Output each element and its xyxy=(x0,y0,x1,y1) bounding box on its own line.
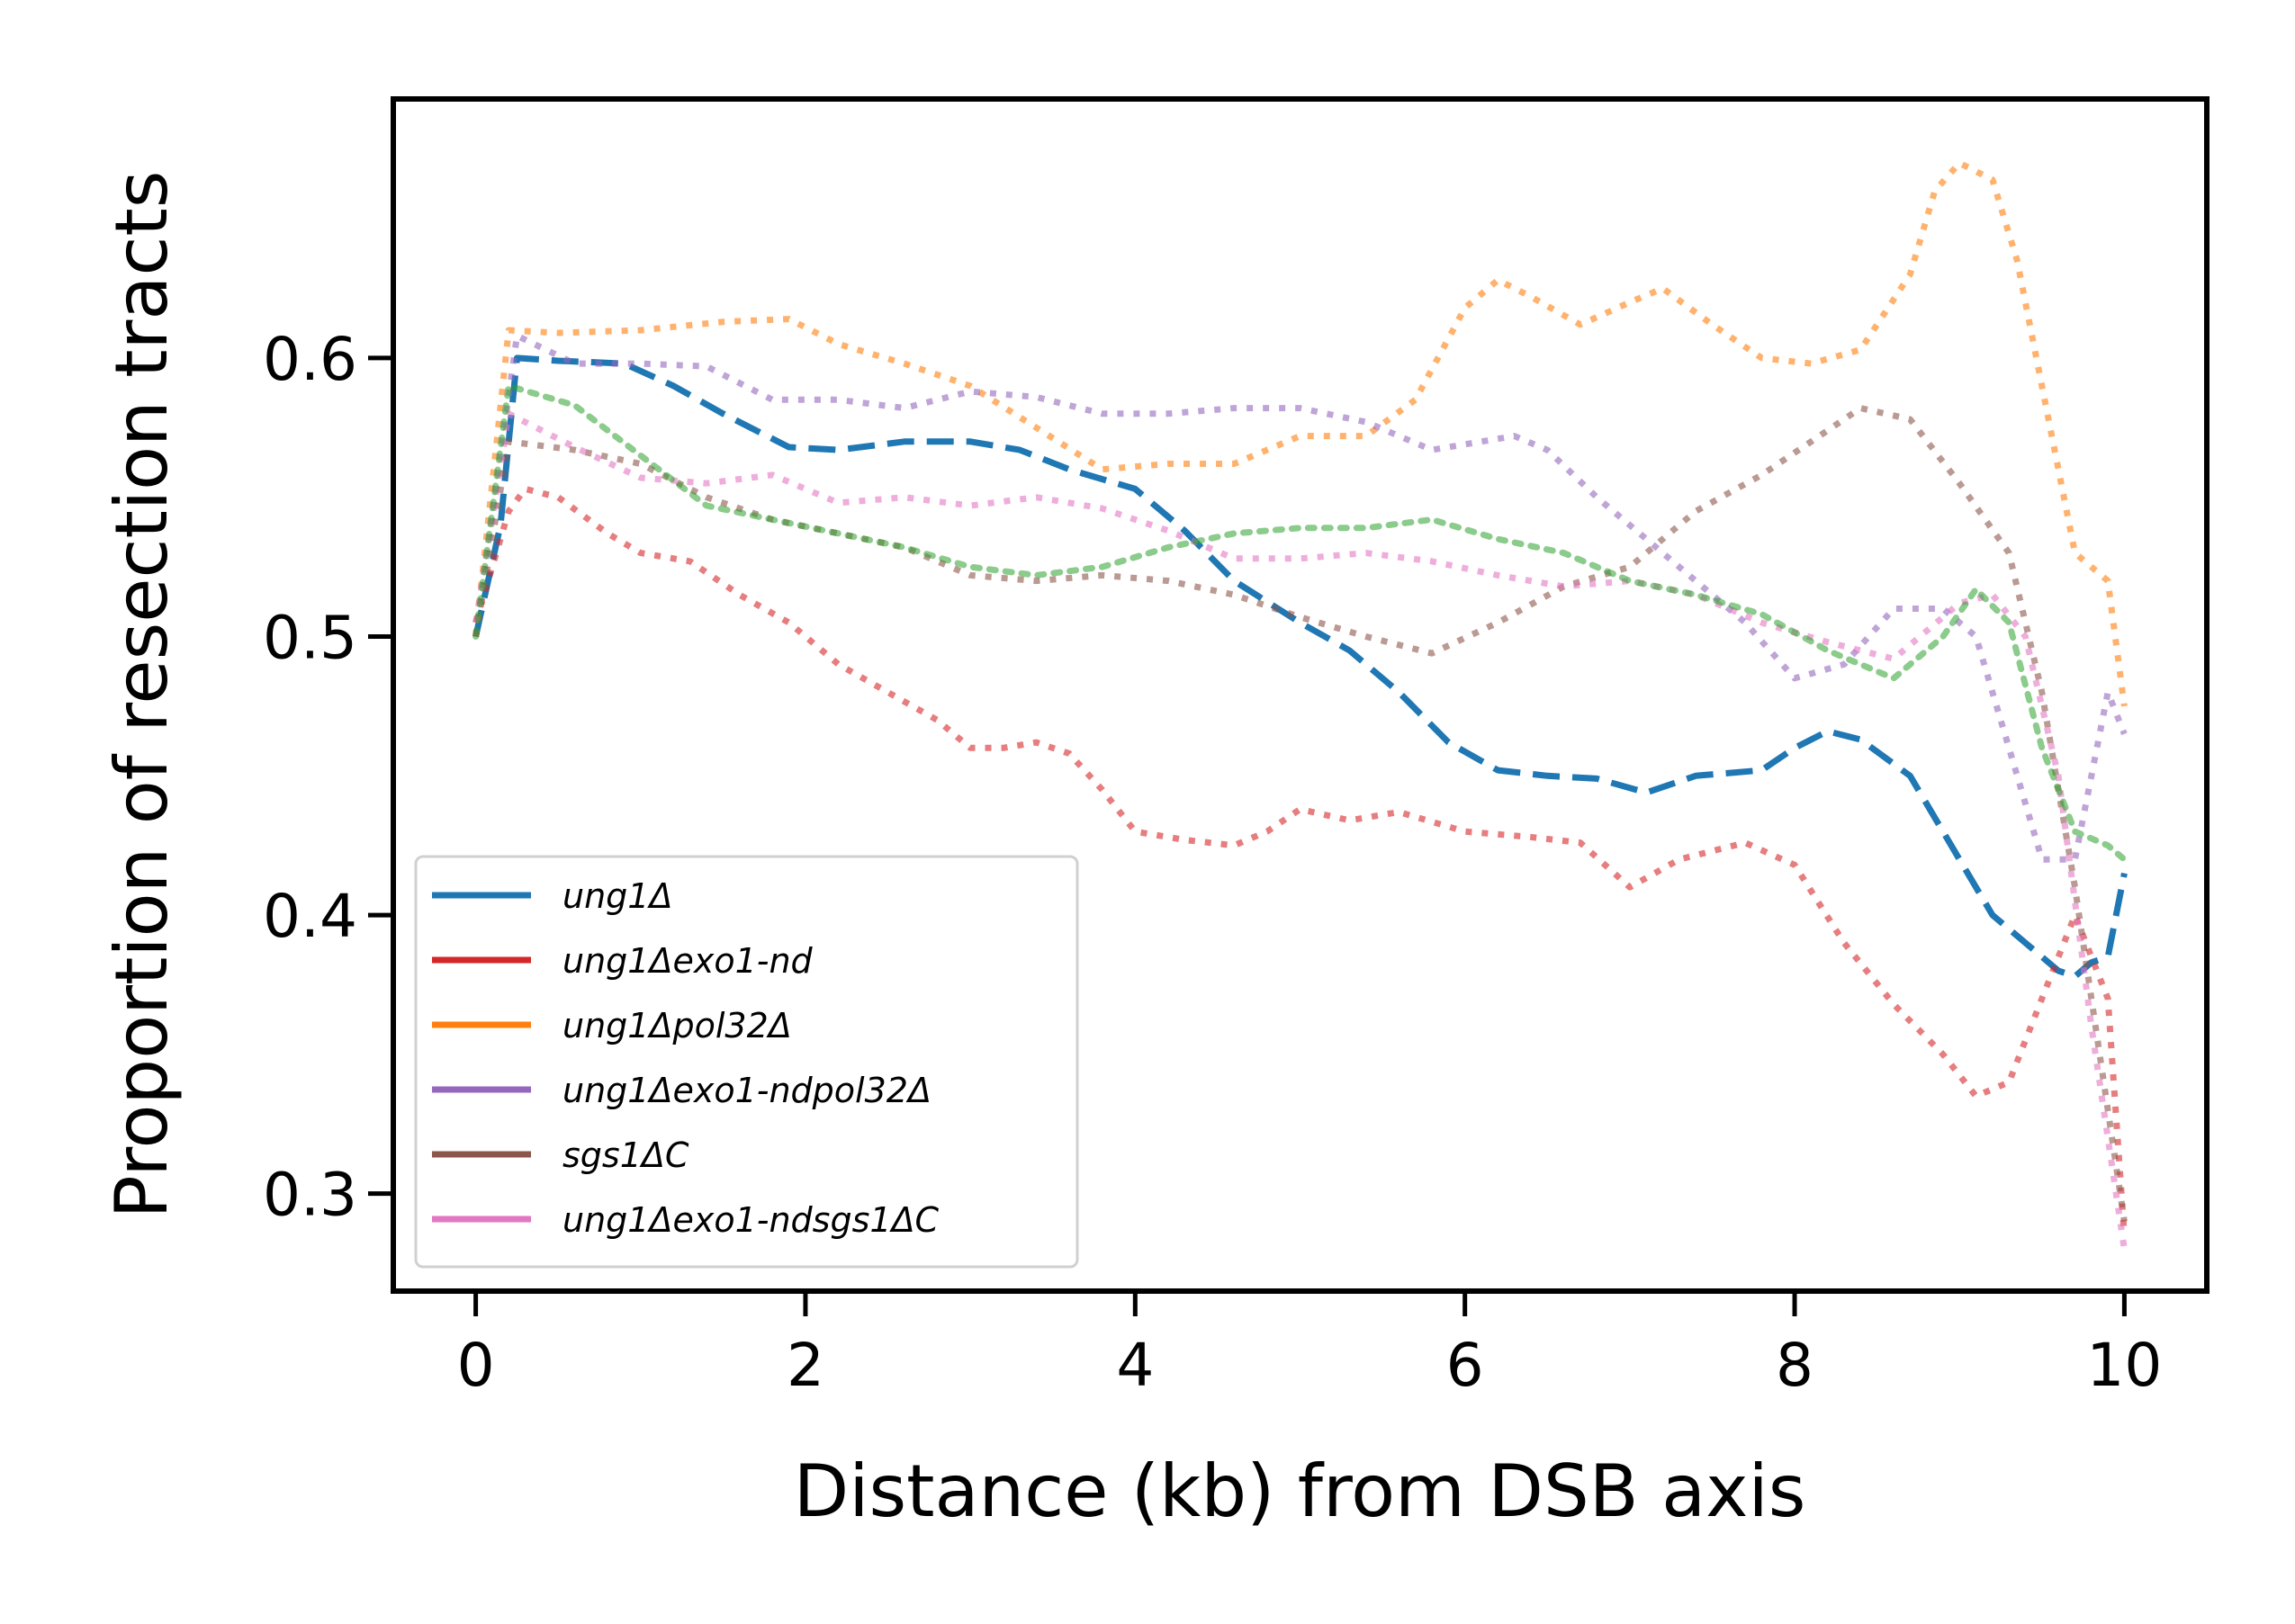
series-line-4 xyxy=(472,405,2128,1223)
legend-label: ung1Δexo1-ndpol32Δ xyxy=(562,1071,932,1110)
legend-label: ung1Δpol32Δ xyxy=(562,1006,792,1045)
x-tick-label: 0 xyxy=(457,1331,495,1400)
legend-label: ung1Δ xyxy=(562,876,672,916)
series-line-2 xyxy=(472,159,2128,707)
x-tick-label: 4 xyxy=(1116,1331,1154,1400)
plot-lines xyxy=(472,159,2128,1251)
y-axis: 0.3 0.4 0.5 0.6 xyxy=(263,325,393,1230)
x-axis-label: Distance (kb) from DSB axis xyxy=(794,1449,1806,1533)
series-line-0 xyxy=(472,354,2128,980)
y-axis-label: Proportion of resection tracts xyxy=(100,171,184,1219)
x-axis: 0 2 4 6 8 10 xyxy=(457,1291,2162,1400)
legend-label: sgs1ΔC xyxy=(562,1135,689,1175)
series-line-1 xyxy=(472,485,2128,1236)
y-tick-label: 0.3 xyxy=(263,1161,357,1230)
y-tick-label: 0.6 xyxy=(263,325,357,394)
x-tick-label: 10 xyxy=(2086,1331,2162,1400)
legend-entries: ung1Δ ung1Δexo1-nd ung1Δpol32Δ ung1Δexo1-nd… xyxy=(432,876,940,1240)
legend-label: ung1Δexo1-nd xyxy=(562,941,814,981)
x-tick-label: 6 xyxy=(1446,1331,1484,1400)
legend-box xyxy=(414,855,1079,1269)
legend: ung1Δ ung1Δexo1-nd ung1Δpol32Δ ung1Δexo1-nd… xyxy=(414,855,1079,1269)
series-line-6 xyxy=(472,382,2128,863)
x-tick-label: 8 xyxy=(1776,1331,1814,1400)
legend-label: ung1Δexo1-ndsgs1ΔC xyxy=(562,1200,940,1240)
y-tick-label: 0.4 xyxy=(263,882,357,951)
series-line-5 xyxy=(472,410,2128,1251)
y-tick-label: 0.5 xyxy=(263,603,357,672)
x-tick-label: 2 xyxy=(787,1331,824,1400)
plot-frame xyxy=(391,96,2210,1294)
